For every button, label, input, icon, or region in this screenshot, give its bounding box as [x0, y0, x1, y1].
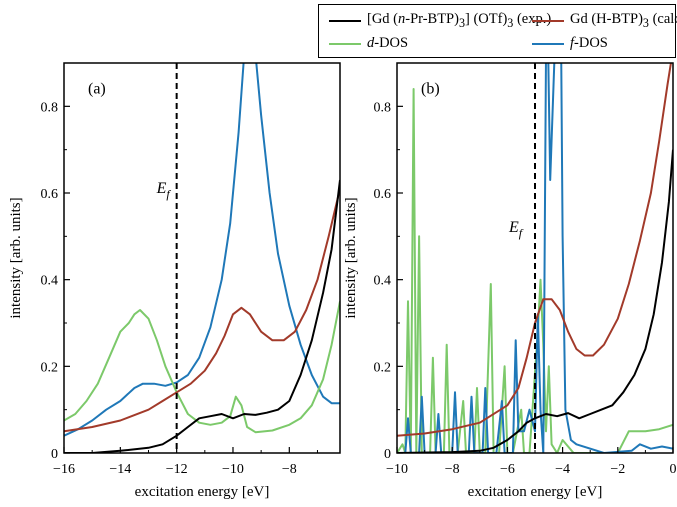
y-tick-label: 0.6: [374, 187, 392, 202]
x-tick-label: −16: [53, 462, 75, 477]
legend-swatch-calc: [532, 19, 564, 22]
legend-item-f-dos: f-DOS: [532, 35, 608, 52]
legend-label-f-dos: f-DOS: [570, 35, 608, 51]
x-tick-label: −2: [610, 462, 625, 477]
series-line-f-dos: [64, 63, 340, 437]
y-tick-label: 0: [384, 447, 391, 462]
panel-label: (a): [88, 80, 106, 97]
series-line-exp: [64, 179, 340, 453]
y-tick-label: 0.2: [41, 360, 59, 375]
series-line-exp: [397, 149, 673, 453]
x-tick-label: −4: [555, 462, 570, 477]
x-axis-label: excitation energy [eV]: [135, 484, 270, 500]
series-line-calc: [397, 63, 672, 437]
legend-item-d-dos: d-DOS: [329, 35, 408, 52]
x-tick-label: −12: [166, 462, 188, 477]
series-group: [64, 63, 340, 453]
panel-a: Ef −16 −14 −12 −10 −8 0 0.2 0.4 0.6 0.8 excitation …: [8, 62, 341, 500]
x-tick-label: 0: [670, 462, 677, 477]
series-line-f-dos: [397, 63, 673, 453]
legend-item-calc: Gd (H-BTP)3 (calc.): [532, 11, 677, 31]
y-axis-label: intensity [arb. units]: [8, 197, 24, 318]
y-tick-label: 0.4: [374, 274, 392, 289]
series-line-d-dos: [397, 88, 673, 453]
x-tick-label: −14: [109, 462, 131, 477]
x-tick-label: −10: [222, 462, 244, 477]
series-group: [397, 63, 673, 453]
panel-label: (b): [421, 80, 440, 97]
y-tick-label: 0.6: [41, 187, 59, 202]
x-tick-label: −6: [500, 462, 515, 477]
fermi-energy-label: Ef: [508, 219, 524, 240]
x-axis-label: excitation energy [eV]: [468, 484, 603, 500]
y-tick-label: 0: [51, 447, 58, 462]
legend: [Gd (n-Pr-BTP)3] (OTf)3 (exp.) Gd (H-BTP…: [318, 4, 677, 58]
legend-label-exp: [Gd (n-Pr-BTP)3] (OTf)3 (exp.): [367, 11, 552, 30]
legend-swatch-f-dos: [532, 42, 564, 45]
y-tick-label: 0.8: [41, 100, 59, 115]
legend-label-d-dos: d-DOS: [367, 35, 409, 51]
legend-label-calc: Gd (H-BTP)3 (calc.): [570, 11, 677, 30]
y-tick-label: 0.4: [41, 274, 59, 289]
y-axis-label: intensity [arb. units]: [343, 197, 359, 318]
panel-b: Ef −10 −8 −6 −4 −2 0 0 0.2 0.4 0.6 0.8 excitation en…: [343, 62, 677, 500]
legend-swatch-d-dos: [329, 42, 361, 45]
series-line-d-dos: [64, 301, 340, 434]
plot-frame: [63, 62, 341, 454]
x-tick-label: −8: [445, 462, 460, 477]
x-tick-label: −10: [386, 462, 408, 477]
series-line-calc: [64, 188, 340, 433]
legend-item-exp: [Gd (n-Pr-BTP)3] (OTf)3 (exp.): [329, 11, 551, 31]
legend-swatch-exp: [329, 19, 361, 22]
fermi-energy-label: Ef: [156, 180, 172, 201]
x-tick-label: −8: [282, 462, 297, 477]
y-tick-label: 0.2: [374, 360, 392, 375]
y-tick-label: 0.8: [374, 100, 392, 115]
